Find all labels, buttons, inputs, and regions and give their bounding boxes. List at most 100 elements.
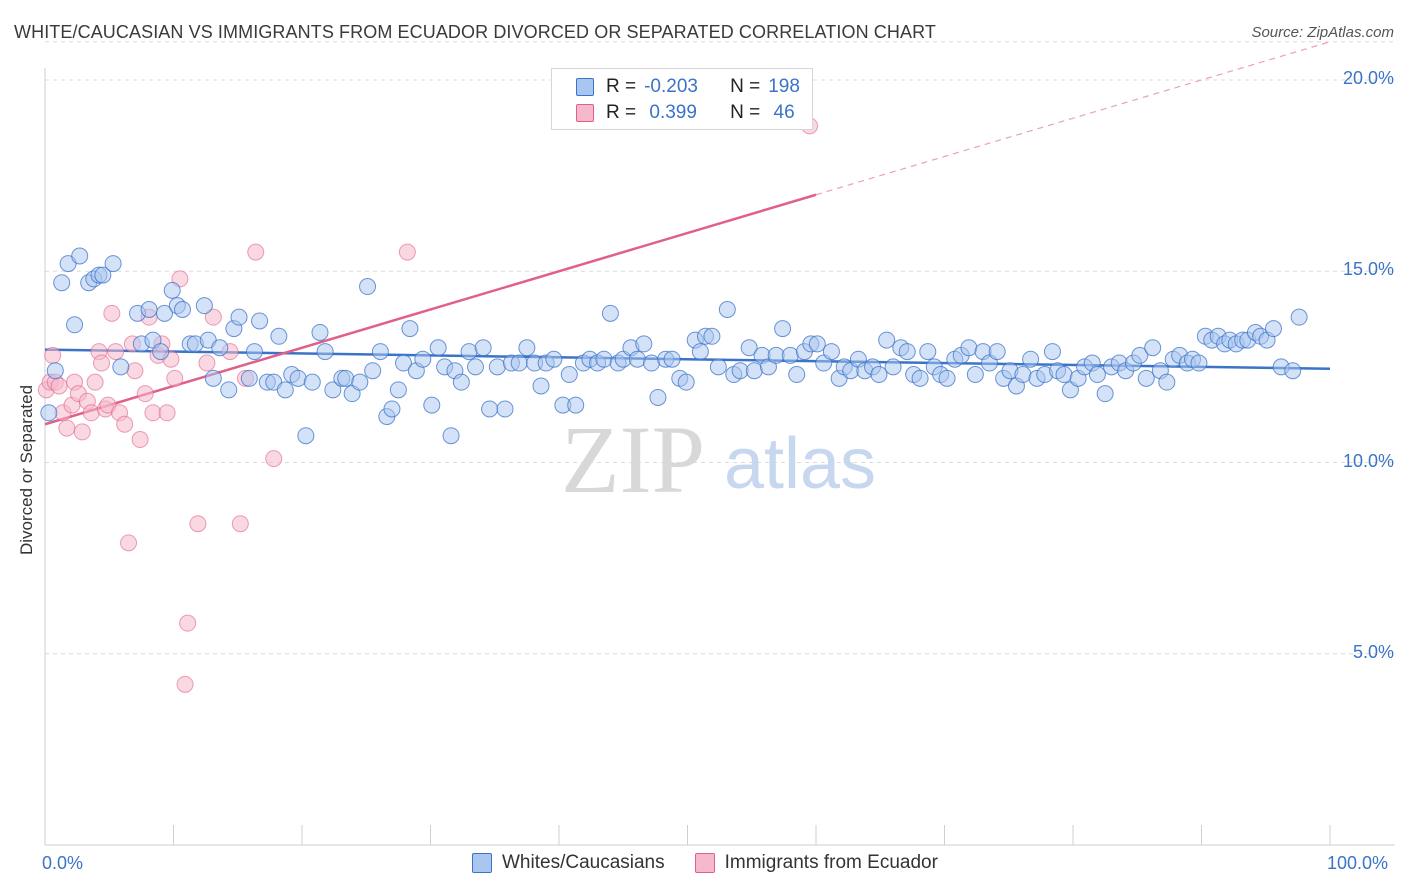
white-point bbox=[71, 247, 89, 265]
white-point bbox=[140, 301, 158, 318]
white-point bbox=[808, 335, 826, 353]
y-tick-label-2: 15.0% bbox=[1342, 259, 1394, 280]
white-point bbox=[46, 362, 64, 380]
ecuador-point bbox=[176, 675, 194, 693]
white-point bbox=[1088, 366, 1106, 384]
white-point bbox=[452, 373, 470, 391]
ecuador-point bbox=[265, 450, 283, 468]
white-point bbox=[1131, 346, 1149, 364]
white-point bbox=[788, 366, 806, 384]
white-point bbox=[532, 377, 550, 395]
ecuador-point bbox=[179, 614, 197, 632]
white-point bbox=[53, 274, 71, 292]
white-point bbox=[414, 350, 432, 368]
ecuador-point bbox=[136, 385, 154, 403]
ecuador-point bbox=[189, 515, 207, 533]
white-point bbox=[1144, 339, 1162, 357]
ecuador-point bbox=[58, 419, 76, 437]
white-point bbox=[156, 304, 174, 322]
r-label-ecuador: R = bbox=[606, 102, 637, 123]
white-point bbox=[316, 343, 334, 361]
n-value-ecuador: 46 bbox=[768, 102, 795, 123]
ecuador-point bbox=[247, 243, 265, 261]
white-point bbox=[774, 320, 792, 338]
white-point bbox=[442, 427, 460, 445]
ecuador-point bbox=[93, 354, 111, 372]
white-point bbox=[289, 369, 307, 387]
n-label-whites: N = bbox=[730, 76, 761, 97]
white-point bbox=[245, 343, 263, 361]
legend-swatch-blue bbox=[576, 78, 594, 96]
y-tick-label-1: 10.0% bbox=[1342, 450, 1394, 471]
legend-item-whites[interactable]: Whites/Caucasians bbox=[472, 852, 665, 874]
white-point bbox=[601, 304, 619, 322]
white-point bbox=[395, 354, 413, 372]
watermark-zip: ZIP bbox=[561, 406, 705, 513]
white-point bbox=[567, 396, 585, 414]
white-point bbox=[938, 369, 956, 387]
white-point bbox=[1096, 385, 1114, 403]
legend-label-ecuador: Immigrants from Ecuador bbox=[724, 852, 938, 873]
white-point bbox=[1043, 343, 1061, 361]
white-point bbox=[919, 343, 937, 361]
white-point bbox=[211, 339, 229, 357]
white-point bbox=[364, 362, 382, 380]
white-point bbox=[1022, 350, 1040, 368]
watermark: ZIP atlas bbox=[561, 406, 876, 513]
ecuador-point bbox=[107, 343, 125, 361]
white-point bbox=[401, 320, 419, 338]
white-point bbox=[878, 331, 896, 349]
white-point bbox=[359, 278, 377, 296]
ecuador-point bbox=[204, 308, 222, 326]
white-point bbox=[545, 350, 563, 368]
white-point bbox=[960, 339, 978, 357]
white-point bbox=[1290, 308, 1308, 326]
white-point bbox=[311, 323, 329, 341]
white-point bbox=[240, 369, 258, 387]
white-point bbox=[163, 281, 181, 299]
white-point bbox=[220, 381, 238, 399]
white-point bbox=[383, 400, 401, 418]
white-point bbox=[635, 335, 653, 353]
white-point bbox=[474, 339, 492, 357]
ecuador-point bbox=[144, 404, 162, 422]
white-point bbox=[745, 362, 763, 380]
white-point bbox=[911, 369, 929, 387]
white-point bbox=[195, 297, 213, 315]
ecuador-point bbox=[166, 369, 184, 387]
ecuador-point bbox=[86, 373, 104, 391]
x-tick-label-min: 0.0% bbox=[42, 853, 84, 873]
white-point bbox=[560, 366, 578, 384]
x-tick-label-max: 100.0% bbox=[1327, 853, 1389, 873]
white-point bbox=[466, 358, 484, 376]
ecuador-point bbox=[198, 354, 216, 372]
ecuador-point bbox=[120, 534, 138, 552]
legend-item-ecuador[interactable]: Immigrants from Ecuador bbox=[694, 852, 938, 874]
white-point bbox=[1284, 362, 1302, 380]
white-point bbox=[94, 266, 112, 284]
white-point bbox=[1158, 373, 1176, 391]
ecuador-point bbox=[82, 404, 100, 422]
white-point bbox=[104, 255, 122, 273]
white-point bbox=[496, 400, 514, 418]
white-point bbox=[677, 373, 695, 391]
white-point bbox=[204, 369, 222, 387]
y-tick-label-0: 5.0% bbox=[1352, 641, 1394, 662]
axes bbox=[44, 68, 1395, 846]
legend-swatch-whites bbox=[472, 853, 492, 873]
r-value-ecuador: 0.399 bbox=[644, 102, 697, 123]
white-point bbox=[643, 354, 661, 372]
white-point bbox=[518, 339, 536, 357]
ecuador-point bbox=[158, 404, 176, 422]
legend-swatch-ecuador bbox=[694, 853, 715, 873]
n-label-ecuador: N = bbox=[730, 102, 761, 123]
white-point bbox=[230, 308, 248, 326]
white-point bbox=[429, 339, 447, 357]
white-point bbox=[276, 381, 294, 399]
white-point bbox=[324, 381, 342, 399]
white-point bbox=[66, 316, 84, 334]
white-point bbox=[1055, 366, 1073, 384]
r-label-whites: R = bbox=[606, 76, 637, 97]
white-point bbox=[767, 346, 785, 364]
